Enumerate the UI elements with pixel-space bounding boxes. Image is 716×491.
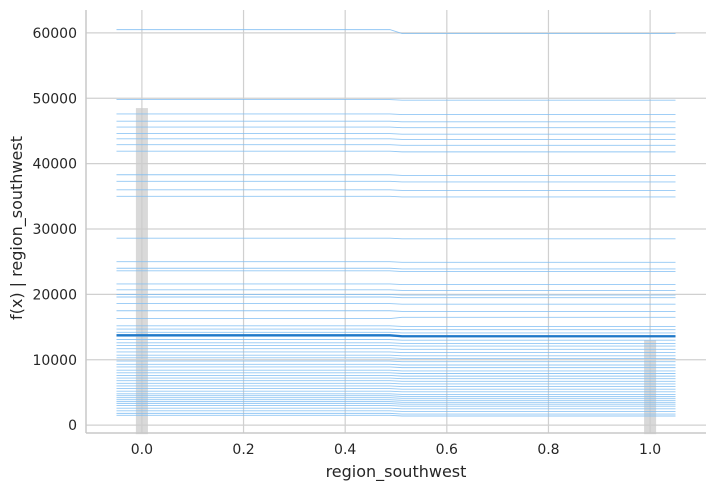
ice-curve — [116, 310, 676, 312]
ice-curve — [116, 344, 676, 347]
ice-curve — [116, 293, 676, 296]
x-tick-label: 0.0 — [131, 442, 153, 458]
ice-curve — [116, 366, 676, 369]
y-tick-label: 50000 — [32, 91, 77, 107]
pdp-line-group — [116, 334, 676, 338]
ice-curve — [116, 390, 676, 393]
ice-curve — [116, 29, 676, 34]
ice-curve — [116, 270, 676, 272]
ice-curve — [116, 174, 676, 176]
ice-curve — [116, 401, 676, 403]
ice-curve — [116, 360, 676, 363]
ice-curve — [116, 195, 676, 198]
ice-curve — [116, 380, 676, 382]
y-axis-ticks: 0 10000 20000 30000 40000 50000 60000 — [32, 26, 77, 434]
ice-curve — [116, 325, 676, 327]
pdp-line — [116, 334, 676, 338]
ice-curve — [116, 331, 676, 334]
ice-curve — [116, 399, 676, 401]
ice-curve — [116, 372, 676, 374]
ice-curves — [116, 29, 676, 417]
ice-curve — [116, 120, 676, 123]
histogram-bar — [644, 340, 657, 435]
ice-curve — [116, 283, 676, 286]
ice-curve — [116, 407, 676, 410]
ice-curve — [116, 138, 676, 140]
ice-curve — [116, 144, 676, 146]
ice-curve — [116, 113, 676, 116]
ice-curve — [116, 126, 676, 129]
ice-curve — [116, 189, 676, 191]
axes-spines — [85, 10, 706, 434]
ice-curve — [116, 357, 676, 359]
ice-curve — [116, 339, 676, 341]
x-axis-title: region_southwest — [326, 462, 467, 482]
ice-curve — [116, 363, 676, 366]
grid — [86, 10, 706, 433]
ice-curve — [116, 388, 676, 390]
ice-curve — [116, 348, 676, 350]
ice-curve — [116, 267, 676, 270]
x-tick-label: 0.8 — [537, 442, 559, 458]
ice-curve — [116, 180, 676, 183]
x-tick-label: 0.2 — [232, 442, 254, 458]
x-tick-label: 0.6 — [436, 442, 458, 458]
ice-curve — [116, 405, 676, 407]
ice-curve — [116, 354, 676, 357]
ice-curve — [116, 303, 676, 305]
ice-curve — [116, 133, 676, 135]
ice-curve — [116, 397, 676, 399]
y-tick-label: 0 — [68, 418, 77, 434]
ice-curve — [116, 237, 676, 240]
y-axis-title: f(x) | region_southwest — [7, 136, 27, 320]
ice-curve — [116, 261, 676, 263]
y-tick-label: 60000 — [32, 26, 77, 42]
ice-curve — [116, 351, 676, 354]
ice-curve — [116, 393, 676, 395]
ice-curve — [116, 316, 676, 320]
ice-curve — [116, 289, 676, 291]
ice-curve — [116, 412, 676, 415]
y-tick-label: 30000 — [32, 222, 77, 238]
ice-curve — [116, 342, 676, 344]
x-tick-label: 1.0 — [639, 442, 661, 458]
ice-curve — [116, 382, 676, 385]
y-tick-label: 10000 — [32, 353, 77, 369]
ice-curve — [116, 403, 676, 405]
ice-curve — [116, 99, 676, 101]
x-tick-label: 0.4 — [334, 442, 356, 458]
ice-curve — [116, 369, 676, 372]
ice-curve — [116, 150, 676, 153]
ice-curve — [116, 410, 676, 412]
ice-curve — [116, 296, 676, 299]
ice-curve — [116, 375, 676, 377]
x-axis-ticks: 0.0 0.2 0.4 0.6 0.8 1.0 — [131, 442, 661, 458]
ice-curve — [116, 385, 676, 388]
ice-curve — [116, 395, 676, 397]
ice-curve — [116, 328, 676, 331]
ice-curve — [116, 377, 676, 380]
ice-curve — [116, 414, 676, 417]
y-tick-label: 20000 — [32, 287, 77, 303]
y-tick-label: 40000 — [32, 157, 77, 173]
